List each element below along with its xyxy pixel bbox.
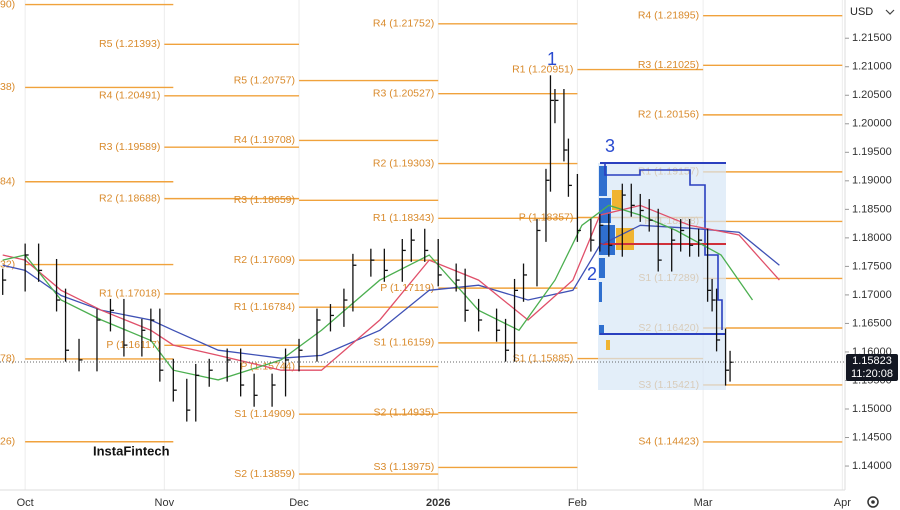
annotations: 1 2 3 xyxy=(547,49,615,284)
plot-area: 90) 38) 84) 32) 78) 26) R5 (1.21393) R4 (1.2049… xyxy=(0,0,845,490)
pivot-levels: 90) 38) 84) 32) 78) 26) R5 (1.21393) R4 (1.2049… xyxy=(0,0,843,480)
pivot-label: R4 (1.19708) xyxy=(234,134,295,146)
pivot-label: R2 (1.19303) xyxy=(373,157,434,169)
profile-outline xyxy=(604,163,723,330)
pivot-label: S1 (1.16159) xyxy=(373,337,434,349)
pivot-label: R1 (1.20951) xyxy=(512,63,573,75)
pivot-label: S1 (1.14909) xyxy=(234,408,295,420)
pivot-label: S4 (1.14423) xyxy=(638,436,699,448)
pivot-label: R4 (1.20491) xyxy=(99,90,160,102)
last-price-box xyxy=(846,354,898,382)
volume-profile xyxy=(598,162,726,390)
moving-average xyxy=(2,204,754,381)
y-tick-label: 1.20000 xyxy=(852,118,892,130)
pivot-label: R5 (1.21393) xyxy=(99,38,160,50)
x-tick-label: Mar xyxy=(694,497,713,509)
watermark: InstaFintech xyxy=(93,443,170,458)
y-tick-label: 1.21000 xyxy=(852,61,892,73)
pivot-label: R3 (1.20527) xyxy=(373,88,434,100)
pivot-label: R3 (1.18659) xyxy=(234,194,295,206)
price-axis-panel xyxy=(845,0,900,510)
pivot-label: R1 (1.17018) xyxy=(99,288,160,300)
wave-label: 2 xyxy=(587,264,597,284)
y-tick-label: 1.21500 xyxy=(852,32,892,44)
pivot-label: R2 (1.18688) xyxy=(99,192,160,204)
x-tick-label: 2026 xyxy=(426,497,450,509)
wave-label: 1 xyxy=(547,49,557,69)
y-tick-label: 1.14500 xyxy=(852,431,892,443)
y-tick-label: 1.15000 xyxy=(852,403,892,415)
pivot-label: R2 (1.20156) xyxy=(638,109,699,121)
pivot-label: 78) xyxy=(0,353,15,365)
x-tick-label: Feb xyxy=(568,497,587,509)
x-tick-label: Oct xyxy=(17,497,34,509)
pivot-label: R1 (1.18343) xyxy=(373,212,434,224)
y-tick-label: 1.18000 xyxy=(852,232,892,244)
y-tick-label: 1.17500 xyxy=(852,260,892,272)
time-axis-panel xyxy=(0,490,845,510)
y-tick-label: 1.14000 xyxy=(852,460,892,472)
pivot-label: R3 (1.19589) xyxy=(99,141,160,153)
price-bars xyxy=(2,75,734,422)
x-tick-label: Nov xyxy=(155,497,175,509)
y-tick-label: 1.17000 xyxy=(852,289,892,301)
pivot-label: R5 (1.20757) xyxy=(234,74,295,86)
currency-dropdown[interactable] xyxy=(885,9,895,15)
pivot-label: R1 (1.16784) xyxy=(234,301,295,313)
pivot-label: 26) xyxy=(0,436,15,448)
pivot-label: 32) xyxy=(0,258,15,270)
pivot-label: 90) xyxy=(0,0,15,10)
x-tick-label: Apr xyxy=(834,497,851,509)
profile-bars xyxy=(599,166,615,335)
axes: Oct Nov Dec 2026 Feb Mar Apr 1.21500 1.21000 1.20… xyxy=(17,32,898,509)
wave-label: 3 xyxy=(605,136,615,156)
pivot-label: S3 (1.13975) xyxy=(373,461,434,473)
pivot-label: S2 (1.14935) xyxy=(373,406,434,418)
pivot-label: R4 (1.21752) xyxy=(373,18,434,30)
y-tick-label: 1.19000 xyxy=(852,175,892,187)
x-tick-label: Dec xyxy=(289,497,309,509)
pivot-label: R4 (1.21895) xyxy=(638,9,699,21)
countdown-label: 11:20:08 xyxy=(851,368,893,380)
y-tick-label: 1.19500 xyxy=(852,146,892,158)
pivot-label: P (1.17119) xyxy=(380,282,434,294)
last-price-label: 1.15823 xyxy=(852,355,892,367)
settings-icon[interactable] xyxy=(867,496,879,508)
y-tick-label: 1.20500 xyxy=(852,89,892,101)
pivot-label: R2 (1.17609) xyxy=(234,254,295,266)
pivot-label: 84) xyxy=(0,176,15,188)
pivot-label: 38) xyxy=(0,81,15,93)
pivot-label: P (1.16117) xyxy=(106,339,160,351)
currency[interactable]: USD xyxy=(850,6,873,18)
pivot-label: S1 (1.15885) xyxy=(513,352,574,364)
y-tick-label: 1.18500 xyxy=(852,203,892,215)
y-tick-label: 1.16500 xyxy=(852,317,892,329)
pivot-label: S2 (1.13859) xyxy=(234,468,295,480)
pivot-label: R3 (1.21025) xyxy=(638,59,699,71)
